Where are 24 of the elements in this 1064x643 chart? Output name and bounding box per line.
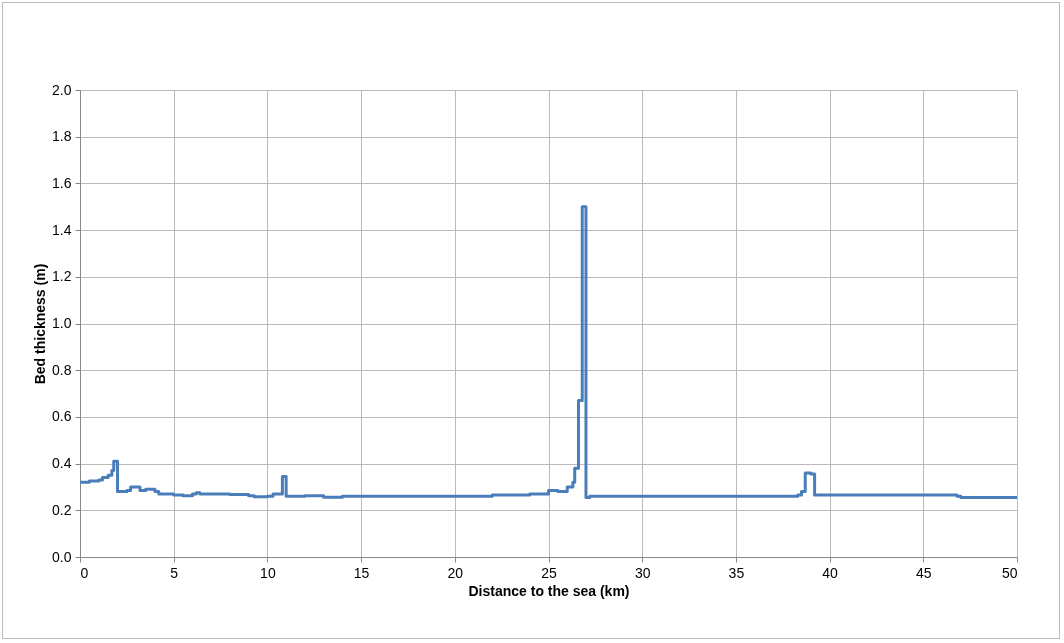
x-tick-label: 20 <box>447 564 464 581</box>
x-tick-label: 45 <box>916 564 932 581</box>
y-tick-label: 0.8 <box>52 361 72 378</box>
x-tick-label: 0 <box>80 564 89 581</box>
y-tick-label: 1.0 <box>52 315 72 331</box>
y-tick-label: 0.4 <box>52 455 72 472</box>
x-tick-label: 50 <box>1001 564 1018 581</box>
x-tick-label: 15 <box>353 564 370 581</box>
x-tick-label: 10 <box>260 564 276 581</box>
x-tick-label: 25 <box>541 564 557 581</box>
y-tick-label: 0.2 <box>52 501 72 518</box>
x-tick-label: 35 <box>728 564 745 581</box>
y-tick-label: 0.0 <box>52 548 72 565</box>
x-axis-title: Distance to the sea (km) <box>468 582 630 599</box>
y-tick-label: 0.6 <box>52 408 72 425</box>
y-tick-label: 1.8 <box>52 128 72 145</box>
x-tick-label: 30 <box>634 564 651 581</box>
y-tick-label: 2.0 <box>52 81 72 98</box>
y-tick-label: 1.2 <box>52 268 72 285</box>
x-tick-label: 5 <box>170 564 179 581</box>
y-axis-title: Bed thickness (m) <box>32 263 49 385</box>
x-tick-label: 40 <box>822 564 839 581</box>
y-tick-label: 1.6 <box>52 174 72 191</box>
y-tick-label: 1.4 <box>52 221 72 238</box>
